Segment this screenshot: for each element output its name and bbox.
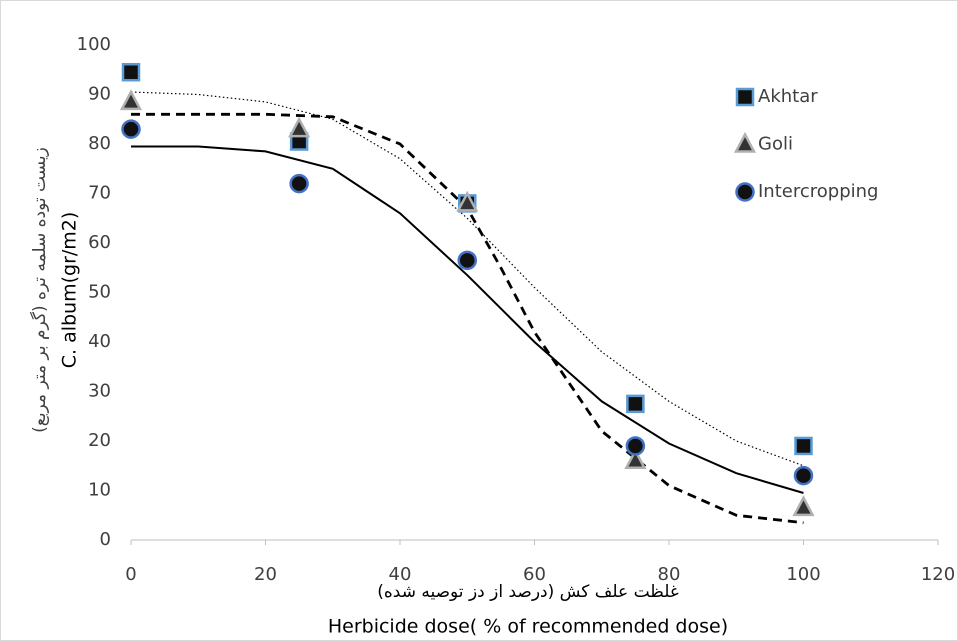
data-point xyxy=(288,116,311,138)
data-point xyxy=(121,62,141,82)
data-point xyxy=(456,190,479,212)
y-tick-label: 70 xyxy=(88,183,111,204)
legend-marker xyxy=(733,131,757,153)
x-tick-label: 40 xyxy=(389,564,412,585)
legend-marker xyxy=(735,182,755,202)
fit-curve xyxy=(131,145,804,494)
y-tick-label: 80 xyxy=(88,133,111,154)
legend-label: Intercropping xyxy=(758,181,878,202)
data-point xyxy=(625,436,646,456)
legend-marker xyxy=(735,87,755,107)
y-tick-label: 100 xyxy=(77,34,111,55)
y-tick-label: 10 xyxy=(88,480,111,501)
data-point xyxy=(289,173,309,194)
y-tick-label: 30 xyxy=(88,381,111,402)
y-axis-title: زیست توده سلمه تره (گرم بر متر مربع) xyxy=(29,147,50,433)
x-tick-label: 20 xyxy=(254,564,277,585)
x-tick-label: 120 xyxy=(921,564,955,585)
x-tick-label: 80 xyxy=(658,564,681,585)
data-point xyxy=(121,119,141,139)
fit-curve xyxy=(130,91,804,467)
y-tick-label: 20 xyxy=(88,430,111,451)
y-tick-label: 50 xyxy=(88,282,111,303)
data-point xyxy=(792,495,815,517)
data-point xyxy=(119,89,143,111)
x-axis-title: غلظت علف کش (درصد از دز توصیه شده) xyxy=(377,582,679,602)
y-tick-label: 0 xyxy=(100,529,111,550)
data-point xyxy=(793,465,814,486)
legend-label: Akhtar xyxy=(758,86,818,107)
x-axis-title: Herbicide dose( % of recommended dose) xyxy=(328,616,728,638)
x-tick-label: 0 xyxy=(125,564,136,585)
y-axis-title: C. album(gr/m2) xyxy=(59,212,81,369)
x-tick-label: 60 xyxy=(523,564,546,585)
y-tick-label: 60 xyxy=(88,232,111,253)
data-point xyxy=(794,436,813,456)
data-point xyxy=(624,448,647,470)
y-tick-label: 90 xyxy=(88,84,111,105)
data-point xyxy=(626,394,645,414)
x-tick-label: 100 xyxy=(786,564,820,585)
legend-label: Goli xyxy=(758,134,793,155)
y-tick-label: 40 xyxy=(88,331,111,352)
fit-curve xyxy=(131,112,804,525)
data-point xyxy=(457,250,477,271)
